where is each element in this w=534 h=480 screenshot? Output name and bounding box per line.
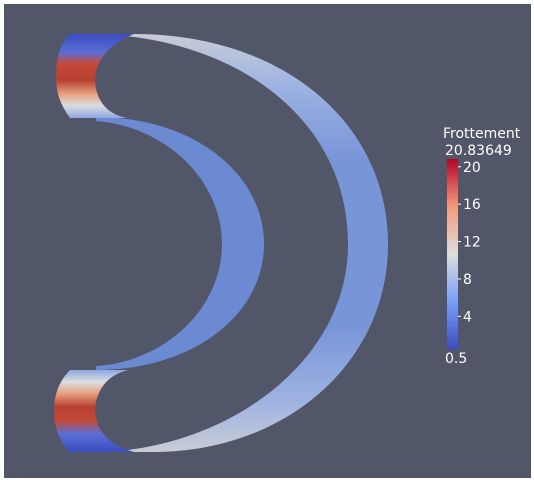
scalar-bar-gradient — [447, 159, 458, 349]
top-end-cap[interactable] — [56, 34, 134, 118]
scalar-bar-title: Frottement — [443, 126, 521, 142]
inner-crescent-band[interactable] — [96, 117, 264, 370]
scalar-bar-min-label: 0.5 — [445, 351, 467, 367]
outer-crescent-band[interactable] — [100, 34, 388, 452]
render-viewport[interactable]: Frottement 20.83649 20 16 12 8 4 0.5 — [4, 4, 531, 478]
bottom-end-cap[interactable] — [54, 370, 134, 452]
scalar-bar-max-label: 20.83649 — [445, 143, 512, 159]
scalar-bar-ticks: 20 16 12 8 4 — [458, 160, 481, 325]
scalar-bar: Frottement 20.83649 20 16 12 8 4 0.5 — [443, 126, 521, 367]
scalar-bar-tick-label: 8 — [463, 272, 472, 288]
scalar-bar-tick-label: 12 — [463, 235, 481, 251]
scalar-bar-tick-label: 16 — [463, 197, 481, 213]
3d-scene[interactable]: Frottement 20.83649 20 16 12 8 4 0.5 — [4, 4, 531, 478]
scalar-bar-tick-label: 4 — [463, 309, 472, 325]
scalar-bar-tick-label: 20 — [463, 160, 481, 176]
